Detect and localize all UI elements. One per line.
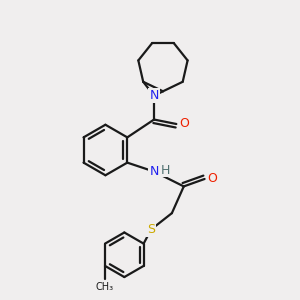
Text: O: O bbox=[207, 172, 217, 185]
Text: H: H bbox=[161, 164, 170, 177]
Text: S: S bbox=[147, 223, 155, 236]
Text: O: O bbox=[179, 118, 189, 130]
Text: CH₃: CH₃ bbox=[96, 282, 114, 292]
Text: N: N bbox=[149, 89, 159, 102]
Text: N: N bbox=[149, 165, 159, 178]
